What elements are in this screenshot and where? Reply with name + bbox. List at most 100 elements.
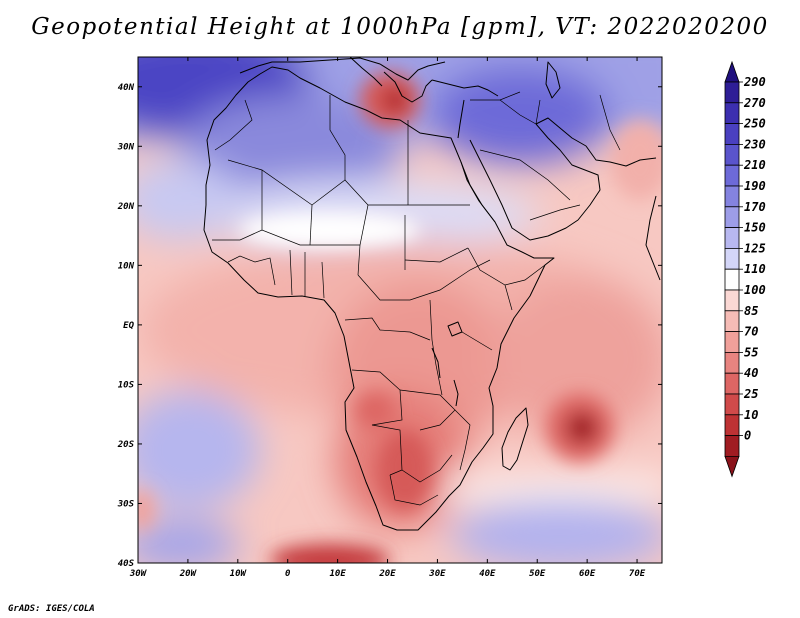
field-south-atlantic-low: [270, 544, 390, 563]
border-yemen: [529, 204, 581, 221]
colorbar-label: 70: [744, 325, 758, 339]
map-plot-area: [138, 57, 662, 563]
colorbar-swatch: [724, 289, 740, 312]
colorbar-swatch: [724, 206, 740, 229]
colorbar-label: 40: [744, 366, 758, 380]
field-west-edge-pink: [138, 490, 154, 530]
caspian-sea: [545, 61, 561, 99]
colorbar-label: 110: [744, 262, 766, 276]
colorbar-label: 190: [744, 179, 766, 193]
longitude-labels: 30W 20W 10W 0 10E 20E 30E 40E 50E 60E 70E: [129, 569, 646, 579]
lon-tick-label: 50E: [529, 569, 546, 579]
map-title: Geopotential Height at 1000hPa [gpm], VT…: [31, 14, 769, 40]
italy-coastline: [349, 57, 383, 87]
grads-credit: GrADS: IGES/COLA: [8, 604, 95, 614]
field-kalahari-low: [377, 430, 433, 510]
height-field-detail: [138, 72, 662, 563]
colorbar-label: 55: [744, 345, 758, 359]
colorbar-label: 150: [744, 221, 766, 235]
field-sahel-white: [240, 212, 420, 248]
turkey-coastline: [431, 79, 499, 97]
levant-coastline: [457, 99, 465, 139]
lon-tick-label: 60E: [579, 569, 596, 579]
border-turkey-syria: [470, 91, 521, 101]
border-iraq-iran: [499, 99, 541, 125]
field-south-indian-high: [450, 500, 662, 563]
lon-tick-label: 30E: [428, 569, 446, 579]
latitude-labels: 40N 30N 20N 10N EQ 10S 20S 30S 40S: [117, 83, 135, 569]
lat-tick-label: EQ: [123, 321, 134, 331]
border-namibia-botswana: [371, 424, 403, 476]
colorbar-label: 210: [743, 158, 766, 172]
border-mali-niger: [309, 204, 313, 246]
colorbar-swatch: [724, 143, 740, 166]
border-west-africa: [212, 229, 360, 246]
border-botswana-za: [401, 454, 453, 483]
madagascar: [501, 407, 529, 471]
field-mascarene-low-core: [566, 412, 598, 444]
map-frame: [137, 56, 663, 564]
lon-tick-label: 20W: [179, 569, 198, 579]
colorbar-label: 290: [743, 75, 766, 89]
lat-tick-label: 40N: [118, 83, 135, 93]
lat-tick-label: 30N: [117, 142, 135, 152]
colorbar-bottom-arrow: [724, 455, 740, 478]
border-congo: [344, 317, 431, 341]
border-za-north: [389, 474, 439, 506]
colorbar-label: 0: [744, 429, 751, 443]
colorbar-swatch: [724, 331, 740, 353]
colorbar-swatch: [724, 372, 740, 395]
lon-tick-label: 70E: [629, 569, 646, 579]
coastlines: [203, 57, 661, 531]
lat-tick-label: 20N: [117, 202, 135, 212]
field-south-white-band: [440, 478, 662, 496]
border-iran-east: [599, 94, 621, 151]
lake-malawi: [453, 379, 459, 407]
colorbar: 2902702502302101901701501251101008570554…: [724, 60, 766, 478]
country-borders: [212, 91, 621, 506]
colorbar-swatch: [724, 123, 740, 145]
colorbar-swatch: [724, 351, 740, 374]
lat-tick-label: 10N: [118, 261, 135, 271]
colorbar-swatch: [724, 164, 740, 187]
arabia-coastline: [469, 123, 601, 241]
border-central: [357, 259, 491, 301]
colorbar-label: 170: [744, 200, 766, 214]
border-ghana-nigeria: [289, 249, 325, 299]
europe-coastline: [239, 57, 446, 81]
colorbar-swatch: [724, 393, 740, 416]
colorbar-label: 85: [744, 304, 758, 318]
field-angola-low: [355, 392, 395, 428]
colorbar-label: 25: [743, 387, 758, 401]
lon-tick-label: 10E: [329, 569, 346, 579]
greece-coastline: [383, 71, 433, 103]
field-mediterranean-low-core: [382, 87, 408, 113]
india-coastline: [645, 195, 661, 281]
colorbar-swatch: [724, 414, 740, 436]
axis-ticks: [137, 57, 662, 564]
red-sea-west: [460, 161, 496, 223]
lat-tick-label: 10S: [118, 380, 135, 390]
lat-tick-label: 40S: [118, 559, 135, 569]
field-south-atlantic-high: [138, 390, 260, 510]
lat-tick-label: 20S: [117, 440, 135, 450]
lon-tick-label: 10W: [230, 569, 248, 579]
colorbar-swatch: [724, 227, 740, 249]
colorbar-swatch: [724, 185, 740, 208]
field-sw-corner-high: [138, 520, 240, 563]
field-atlantic-light: [138, 160, 240, 240]
lon-tick-label: 20E: [378, 569, 396, 579]
colorbar-label: 230: [743, 137, 766, 151]
colorbar-top-arrow: [724, 60, 740, 83]
colorbar-label: 10: [744, 408, 758, 422]
border-saudi: [479, 149, 571, 201]
border-somalia: [504, 284, 513, 311]
lon-tick-label: 30W: [129, 569, 148, 579]
border-kenya-tanzania: [461, 331, 493, 351]
border-mozambique: [454, 409, 471, 471]
lon-tick-label: 40E: [479, 569, 496, 579]
colorbar-swatch: [724, 310, 740, 332]
colorbar-swatch: [724, 247, 740, 270]
colorbar-label: 270: [743, 96, 766, 110]
